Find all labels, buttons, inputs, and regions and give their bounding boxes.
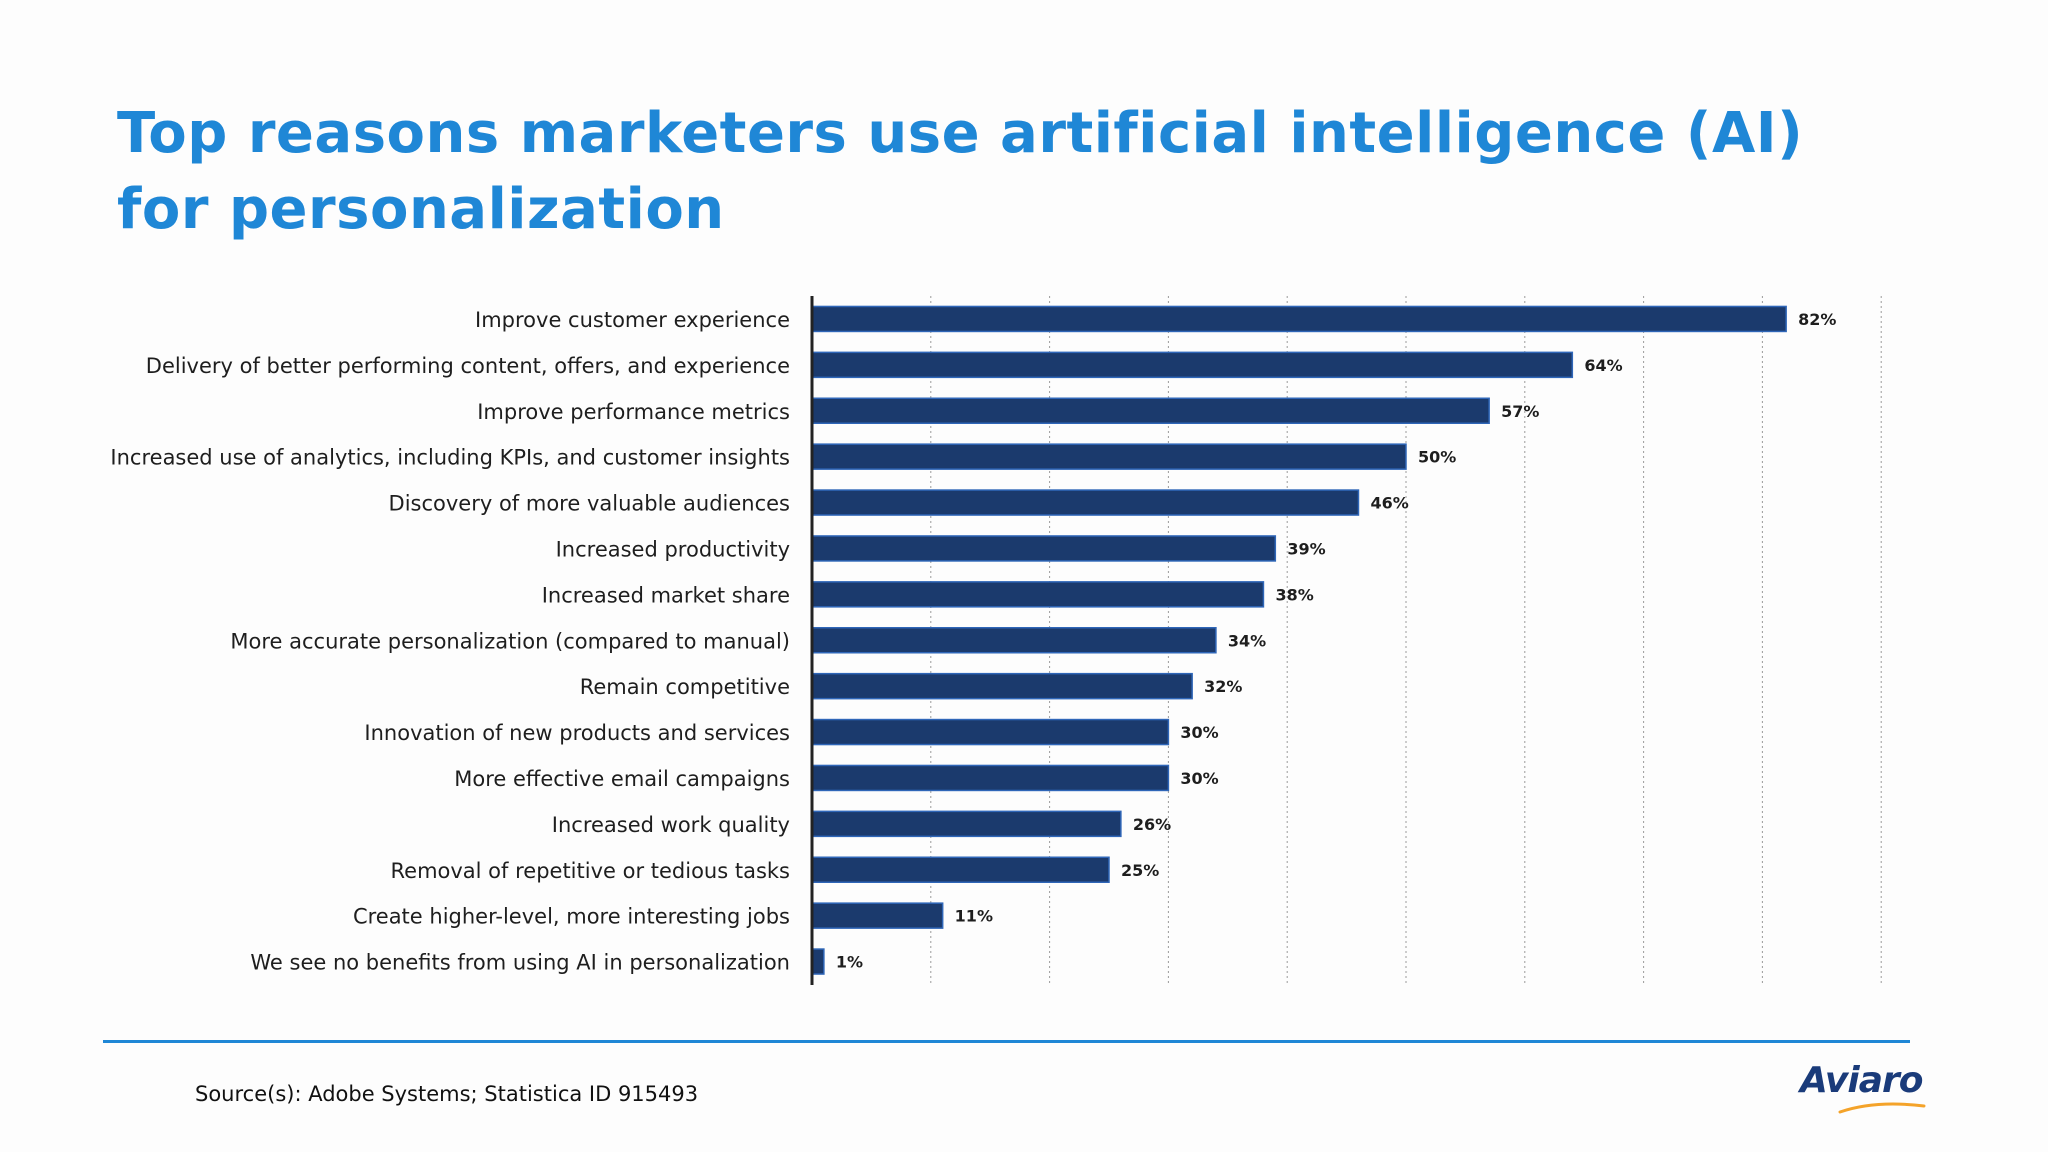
bar bbox=[811, 397, 1490, 424]
category-label: We see no benefits from using AI in pers… bbox=[250, 951, 790, 975]
bar bbox=[811, 305, 1787, 333]
data-label: 32% bbox=[1204, 677, 1242, 696]
bar bbox=[811, 810, 1122, 838]
data-label: 38% bbox=[1275, 585, 1313, 604]
bar bbox=[811, 764, 1170, 792]
category-label: Increased market share bbox=[542, 583, 790, 607]
data-label: 50% bbox=[1418, 448, 1456, 467]
data-label: 34% bbox=[1228, 631, 1266, 650]
logo-swoosh-icon bbox=[1838, 1102, 1926, 1114]
bar bbox=[811, 902, 944, 929]
bar bbox=[811, 351, 1574, 379]
category-label: Create higher-level, more interesting jo… bbox=[353, 905, 790, 929]
aviaro-logo: Aviaro bbox=[1800, 1060, 1940, 1120]
bar bbox=[811, 856, 1110, 883]
data-label: 64% bbox=[1584, 356, 1622, 375]
data-label: 82% bbox=[1798, 310, 1836, 329]
data-label: 1% bbox=[836, 953, 863, 972]
bar bbox=[811, 581, 1265, 608]
bar bbox=[811, 672, 1193, 700]
chart-title: Top reasons marketers use artificial int… bbox=[117, 101, 1804, 242]
category-label: Removal of repetitive or tedious tasks bbox=[391, 859, 791, 883]
category-label: More accurate personalization (compared … bbox=[230, 629, 790, 653]
data-label: 30% bbox=[1180, 723, 1218, 742]
category-label: Increased use of analytics, including KP… bbox=[110, 446, 790, 470]
data-label: 11% bbox=[955, 907, 993, 926]
data-label: 26% bbox=[1133, 815, 1171, 834]
category-label: Innovation of new products and services bbox=[364, 721, 790, 745]
category-label: More effective email campaigns bbox=[454, 767, 790, 791]
data-label: 30% bbox=[1180, 769, 1218, 788]
bar bbox=[811, 718, 1170, 746]
data-label: 39% bbox=[1287, 539, 1325, 558]
bar bbox=[811, 948, 825, 975]
bar bbox=[811, 489, 1360, 516]
bar bbox=[811, 627, 1217, 654]
category-label: Remain competitive bbox=[580, 675, 790, 699]
source-note: Source(s): Adobe Systems; Statistica ID … bbox=[195, 1082, 699, 1106]
category-label: Increased work quality bbox=[552, 813, 790, 837]
bar bbox=[811, 443, 1407, 470]
logo-text: Aviaro bbox=[1800, 1060, 1923, 1101]
data-label: 57% bbox=[1501, 402, 1539, 421]
category-label: Discovery of more valuable audiences bbox=[389, 492, 790, 516]
data-label: 46% bbox=[1370, 494, 1408, 513]
bar bbox=[811, 535, 1277, 562]
footer-divider bbox=[103, 1040, 1910, 1043]
category-label: Improve performance metrics bbox=[477, 400, 790, 424]
category-label: Improve customer experience bbox=[475, 308, 790, 332]
category-label: Increased productivity bbox=[556, 537, 790, 561]
category-label: Delivery of better performing content, o… bbox=[146, 354, 790, 378]
data-label: 25% bbox=[1121, 861, 1159, 880]
